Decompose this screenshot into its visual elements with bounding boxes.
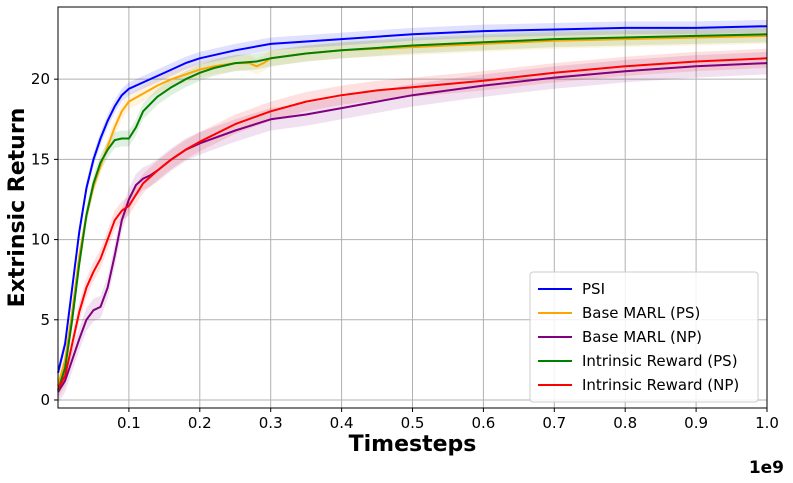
x-ticks: 0.1 0.2 0.3 0.4 0.5 0.6 0.7 0.8 0.9 1.0 (117, 408, 779, 432)
confidence-bands (58, 19, 767, 404)
legend-label: Base MARL (PS) (582, 304, 700, 322)
series-line (57, 57, 768, 390)
legend-label: Intrinsic Reward (NP) (582, 376, 739, 394)
series-lines (57, 25, 768, 393)
x-tick-label: 0.8 (613, 414, 637, 432)
legend-label: PSI (582, 280, 605, 298)
x-tick-label: 1.0 (755, 414, 779, 432)
legend-box (529, 271, 759, 403)
legend-label: Base MARL (NP) (582, 328, 702, 346)
x-tick-label: 0.2 (188, 414, 212, 432)
grid (58, 7, 768, 408)
x-axis-label: Timesteps (349, 432, 477, 457)
x-tick-label: 0.3 (259, 414, 283, 432)
y-tick-label: 10 (31, 231, 50, 249)
series-band (58, 51, 767, 404)
x-tick-label: 0.9 (684, 414, 708, 432)
x-axis-offset-label: 1e9 (749, 458, 784, 478)
x-tick-label: 0.7 (542, 414, 566, 432)
y-tick-label: 20 (31, 70, 50, 88)
y-axis-label: Extrinsic Return (5, 108, 30, 308)
y-tick-label: 0 (40, 391, 50, 409)
x-tick-label: 0.6 (471, 414, 495, 432)
legend-label: Intrinsic Reward (PS) (582, 352, 738, 370)
legend: PSI Base MARL (PS) Base MARL (NP) Intrinsic… (529, 271, 759, 403)
series-line (57, 33, 768, 391)
series-line (57, 25, 768, 373)
x-tick-label: 0.1 (117, 414, 141, 432)
x-tick-label: 0.4 (330, 414, 354, 432)
y-tick-label: 5 (40, 311, 50, 329)
x-tick-label: 0.5 (401, 414, 425, 432)
y-tick-label: 15 (31, 150, 50, 168)
y-ticks: 0 5 10 15 20 (31, 70, 58, 409)
